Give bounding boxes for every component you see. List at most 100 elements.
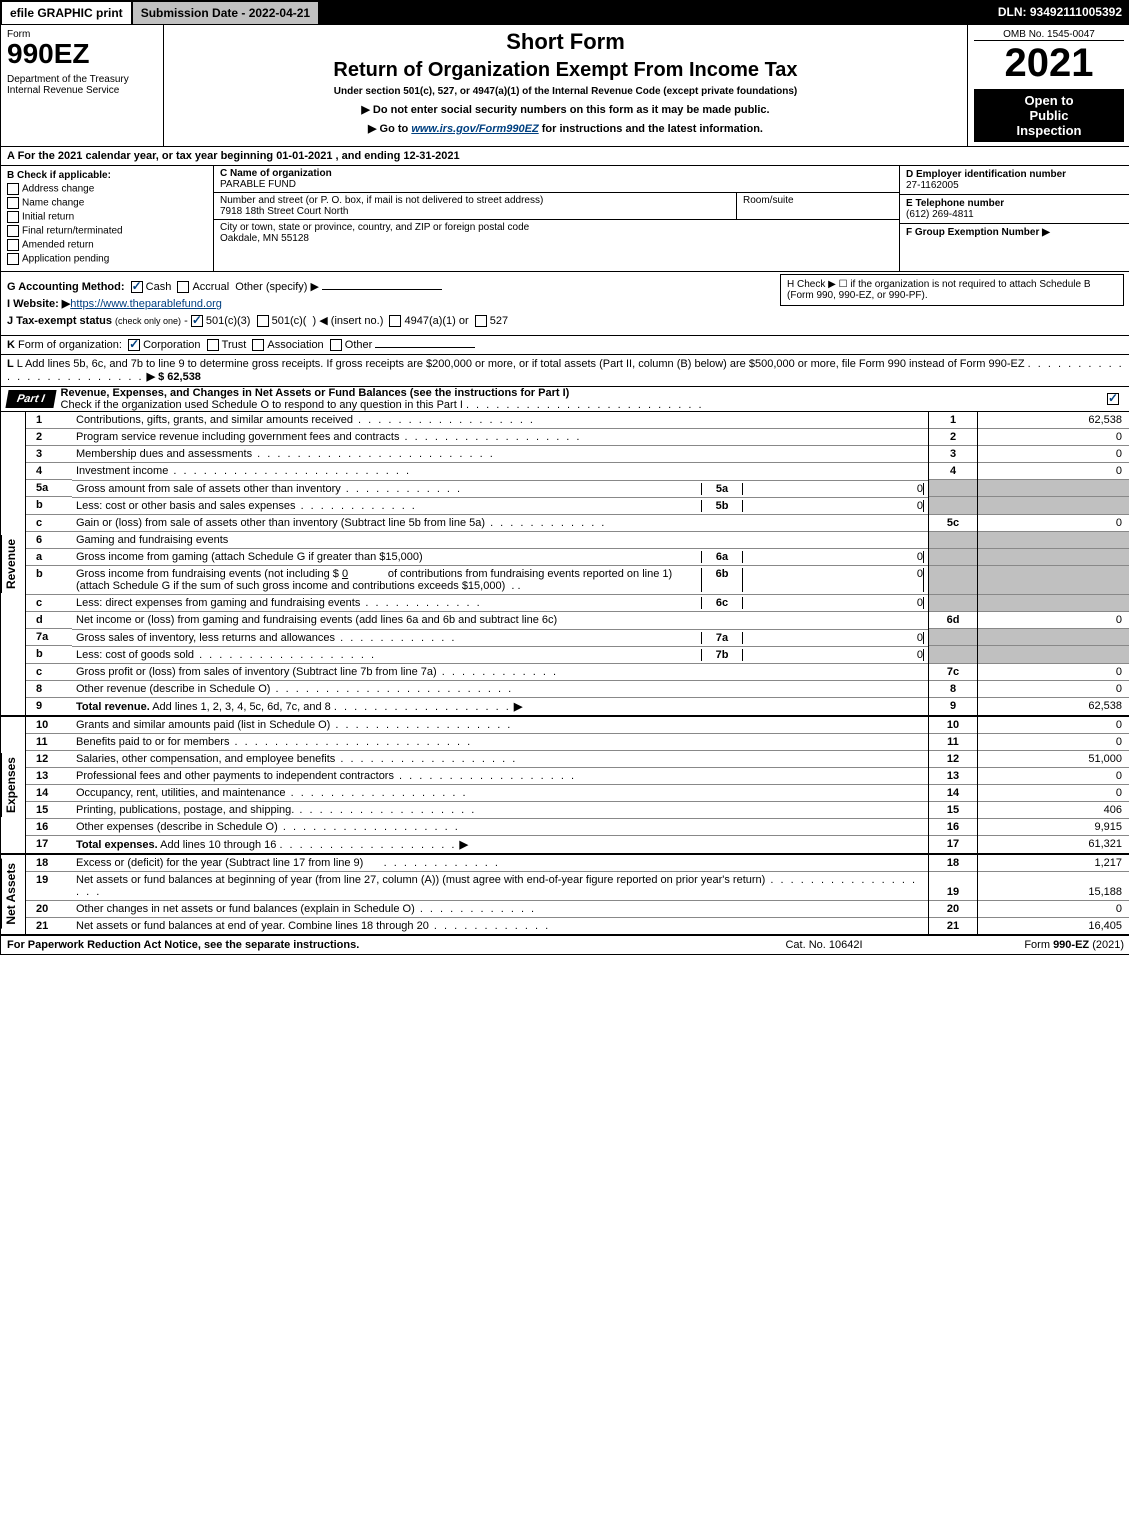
- r15-desc: Printing, publications, postage, and shi…: [72, 801, 929, 818]
- r2-num: 2: [26, 429, 72, 446]
- r17-ln: 17: [929, 835, 978, 853]
- r7a-sv: 0: [743, 632, 924, 644]
- r5a-num: 5a: [26, 480, 72, 497]
- r6d-amt: 0: [978, 612, 1129, 629]
- g-accrual-checkbox[interactable]: [177, 281, 189, 293]
- r6cless-num: c: [26, 594, 72, 612]
- irs-link[interactable]: www.irs.gov/Form990EZ: [411, 123, 538, 135]
- check-initial-return[interactable]: Initial return: [7, 211, 207, 223]
- r12-amt: 51,000: [978, 750, 1129, 767]
- d-value: 27-1162005: [906, 180, 959, 191]
- revenue-side-label: Revenue: [1, 412, 26, 715]
- r7a-num: 7a: [26, 629, 72, 646]
- r21-ln: 21: [929, 917, 978, 934]
- r19-amt: 15,188: [978, 871, 1129, 900]
- r1-num: 1: [26, 412, 72, 429]
- j-501c-checkbox[interactable]: [257, 315, 269, 327]
- r19-num: 19: [26, 871, 72, 900]
- part1-schedule-o-checkbox[interactable]: [1107, 393, 1122, 405]
- r20-desc: Other changes in net assets or fund bala…: [72, 900, 929, 917]
- footer-right: Form 990-EZ (2021): [924, 939, 1124, 951]
- header-center: Short Form Return of Organization Exempt…: [164, 25, 967, 146]
- f-block: F Group Exemption Number ▶: [900, 224, 1129, 241]
- r9-desc: Total revenue. Add lines 1, 2, 3, 4, 5c,…: [72, 697, 929, 715]
- street-label: Number and street (or P. O. box, if mail…: [220, 195, 543, 206]
- room-label: Room/suite: [743, 195, 794, 206]
- r12-desc: Salaries, other compensation, and employ…: [72, 750, 929, 767]
- r2-amt: 0: [978, 429, 1129, 446]
- efile-label[interactable]: efile GRAPHIC print: [1, 1, 132, 25]
- e-label: E Telephone number: [906, 198, 1004, 209]
- r6a-amt: [978, 548, 1129, 565]
- header-left: Form 990EZ Department of the Treasury In…: [1, 25, 164, 146]
- line-l-amount: ▶ $ 62,538: [147, 371, 201, 383]
- check-application-pending[interactable]: Application pending: [7, 253, 207, 265]
- j-527-checkbox[interactable]: [475, 315, 487, 327]
- r8-amt: 0: [978, 680, 1129, 697]
- r14-num: 14: [26, 784, 72, 801]
- k-other-blank[interactable]: [375, 347, 475, 348]
- r11-num: 11: [26, 733, 72, 750]
- r7c-amt: 0: [978, 663, 1129, 680]
- street-row: Number and street (or P. O. box, if mail…: [214, 193, 899, 220]
- footer: For Paperwork Reduction Act Notice, see …: [1, 934, 1129, 954]
- r11-ln: 11: [929, 733, 978, 750]
- net-assets-side-label: Net Assets: [1, 855, 26, 934]
- r13-num: 13: [26, 767, 72, 784]
- part1-tab: Part I: [5, 390, 56, 408]
- note-ssn: ▶ Do not enter social security numbers o…: [240, 103, 891, 116]
- r5c-ln: 5c: [929, 514, 978, 531]
- r20-ln: 20: [929, 900, 978, 917]
- check-address-change[interactable]: Address change: [7, 183, 207, 195]
- r7b-sn: 7b: [701, 649, 743, 661]
- r7a-sn: 7a: [701, 632, 743, 644]
- r17-desc: Total expenses. Add lines 10 through 16 …: [72, 835, 929, 853]
- expenses-section: Expenses 10Grants and similar amounts pa…: [1, 715, 1129, 853]
- e-value: (612) 269-4811: [906, 209, 974, 220]
- r1-amt: 62,538: [978, 412, 1129, 429]
- r7a-amt: [978, 629, 1129, 646]
- r5a-amt: [978, 480, 1129, 497]
- j-501c3-checkbox[interactable]: [191, 315, 203, 327]
- r18-num: 18: [26, 855, 72, 872]
- r12-ln: 12: [929, 750, 978, 767]
- website-link[interactable]: https://www.theparablefund.org: [70, 298, 222, 310]
- k-assoc-checkbox[interactable]: [252, 339, 264, 351]
- header-right: OMB No. 1545-0047 2021 Open to Public In…: [967, 25, 1129, 146]
- r7c-ln: 7c: [929, 663, 978, 680]
- r6-num: 6: [26, 531, 72, 548]
- k-trust-checkbox[interactable]: [207, 339, 219, 351]
- g-other-blank[interactable]: [322, 289, 442, 290]
- f-label: F Group Exemption Number ▶: [906, 227, 1050, 238]
- r3-desc: Membership dues and assessments: [72, 446, 929, 463]
- check-amended-return[interactable]: Amended return: [7, 239, 207, 251]
- omb-number: OMB No. 1545-0047: [974, 29, 1124, 41]
- return-title: Return of Organization Exempt From Incom…: [170, 59, 961, 82]
- g-cash-checkbox[interactable]: [131, 281, 143, 293]
- r8-desc: Other revenue (describe in Schedule O): [72, 680, 929, 697]
- r5a-sn: 5a: [701, 483, 743, 495]
- r1-desc: Contributions, gifts, grants, and simila…: [72, 412, 929, 429]
- r14-desc: Occupancy, rent, utilities, and maintena…: [72, 784, 929, 801]
- top-bar: efile GRAPHIC print Submission Date - 20…: [1, 1, 1129, 25]
- check-final-return[interactable]: Final return/terminated: [7, 225, 207, 237]
- r14-ln: 14: [929, 784, 978, 801]
- r6b-amt: [978, 565, 1129, 594]
- r5c-num: c: [26, 514, 72, 531]
- k-corp-checkbox[interactable]: [128, 339, 140, 351]
- check-name-change[interactable]: Name change: [7, 197, 207, 209]
- section-b-heading: B Check if applicable:: [7, 170, 207, 181]
- j-4947-checkbox[interactable]: [389, 315, 401, 327]
- r5a-ln: [929, 480, 978, 497]
- r7b-ln: [929, 646, 978, 664]
- header-section: Form 990EZ Department of the Treasury In…: [1, 25, 1129, 147]
- r17-num: 17: [26, 835, 72, 853]
- d-block: D Employer identification number 27-1162…: [900, 166, 1129, 195]
- r5a-sv: 0: [743, 483, 924, 495]
- line-j: J Tax-exempt status (check only one) - 5…: [7, 314, 1124, 327]
- r5b-amt: [978, 497, 1129, 515]
- r10-ln: 10: [929, 717, 978, 734]
- k-other-checkbox[interactable]: [330, 339, 342, 351]
- city-value: Oakdale, MN 55128: [220, 233, 309, 244]
- submission-date: Submission Date - 2022-04-21: [132, 1, 319, 25]
